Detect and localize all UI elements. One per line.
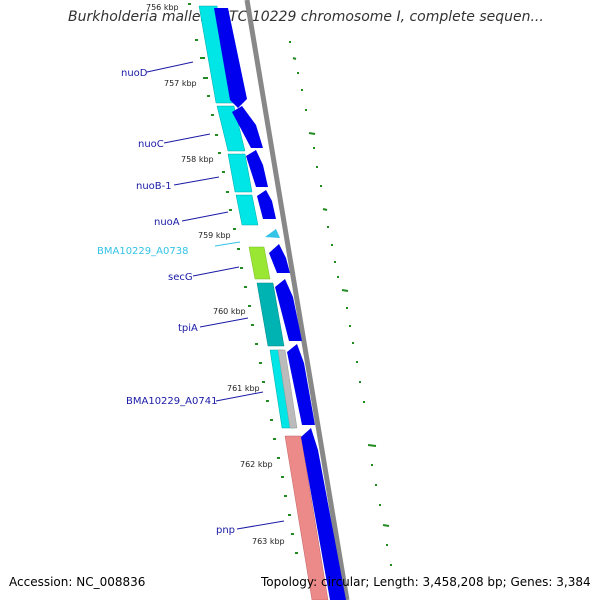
gene-labels: nuoD nuoC nuoB-1 nuoA BMA10229_A0738 sec… (97, 61, 285, 536)
cds-arrow-8[interactable] (301, 428, 346, 600)
tick-label: 759 kbp (198, 231, 231, 240)
cds-arrow-6[interactable] (275, 279, 302, 341)
label-leader-line (199, 317, 249, 328)
gene-label-secG[interactable]: secG (168, 272, 193, 283)
tick-label: 756 kbp (146, 3, 179, 12)
gene-label-tpiA[interactable]: tpiA (178, 323, 198, 334)
map-title: Burkholderia mallei NCTC 10229 chromosom… (68, 9, 544, 25)
label-leader-line (181, 211, 229, 222)
gene-tpiA[interactable] (256, 282, 285, 347)
gc-marks-inner (188, 3, 298, 554)
label-leader-line (173, 176, 220, 186)
gene-pnp[interactable] (284, 435, 329, 600)
tick-labels: 756 kbp 757 kbp 758 kbp 759 kbp 760 kbp … (146, 3, 285, 546)
label-leader-line (215, 391, 264, 402)
cds-arrow-5[interactable] (269, 244, 290, 273)
gene-nuoB-1[interactable] (227, 153, 253, 193)
cds-arrow-1[interactable] (214, 8, 247, 108)
label-leader-line (163, 133, 211, 144)
cds-arrow-small-cyan[interactable] (265, 229, 280, 238)
tick-label: 761 kbp (227, 384, 260, 393)
gene-secG[interactable] (248, 246, 271, 280)
tick-label: 758 kbp (181, 155, 214, 164)
cds-arrow-3[interactable] (246, 150, 268, 187)
tick-label: 763 kbp (252, 537, 285, 546)
cds-arrow-4[interactable] (257, 190, 276, 219)
gene-label-nuoA[interactable]: nuoA (154, 217, 180, 228)
label-leader-line (146, 61, 194, 73)
cds-arrow-7[interactable] (287, 344, 315, 425)
tick-label: 760 kbp (213, 307, 246, 316)
gene-BMA10229_A0741-pseudo[interactable] (277, 349, 298, 429)
gene-nuoA[interactable] (235, 194, 259, 226)
backbone-line (244, 0, 350, 600)
summary-text: Topology: circular; Length: 3,458,208 bp… (261, 575, 591, 589)
gene-label-nuoB-1[interactable]: nuoB-1 (136, 181, 172, 192)
gene-label-BMA10229_A0738[interactable]: BMA10229_A0738 (97, 246, 188, 257)
gene-label-BMA10229_A0741[interactable]: BMA10229_A0741 (126, 396, 217, 407)
tick-label: 757 kbp (164, 79, 197, 88)
gene-nuoC[interactable] (216, 105, 246, 152)
label-leader-line (214, 241, 241, 247)
gene-label-pnp[interactable]: pnp (216, 525, 235, 536)
tick-label: 762 kbp (240, 460, 273, 469)
cds-arrow-2[interactable] (232, 106, 263, 148)
gene-label-nuoC[interactable]: nuoC (138, 139, 164, 150)
feature-track-outer (198, 5, 329, 600)
label-leader-line (236, 520, 285, 530)
feature-track-cds (214, 8, 346, 600)
accession-text: Accession: NC_008836 (9, 575, 146, 589)
label-leader-line (192, 266, 240, 277)
gc-marks-outer (289, 41, 392, 566)
gene-label-nuoD[interactable]: nuoD (121, 68, 148, 79)
